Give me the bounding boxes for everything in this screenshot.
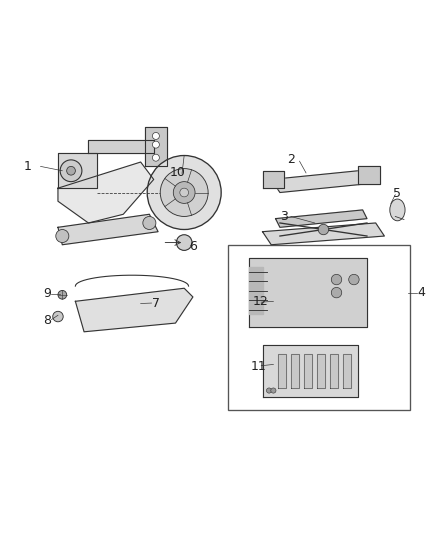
Polygon shape <box>262 345 358 397</box>
Text: 11: 11 <box>250 360 266 373</box>
Circle shape <box>349 274 359 285</box>
Circle shape <box>266 388 272 393</box>
Text: 8: 8 <box>43 313 51 327</box>
Polygon shape <box>262 171 284 188</box>
Polygon shape <box>250 258 367 327</box>
Circle shape <box>56 230 69 243</box>
Text: 12: 12 <box>252 295 268 308</box>
Circle shape <box>152 133 159 140</box>
Polygon shape <box>330 353 338 389</box>
Circle shape <box>143 216 156 230</box>
Circle shape <box>58 290 67 299</box>
Circle shape <box>177 235 192 251</box>
Text: 9: 9 <box>43 287 51 300</box>
Text: 4: 4 <box>417 286 425 299</box>
Text: 3: 3 <box>280 210 288 223</box>
Circle shape <box>60 160 82 182</box>
Circle shape <box>152 141 159 148</box>
Circle shape <box>147 156 221 230</box>
Circle shape <box>173 182 195 204</box>
Polygon shape <box>304 353 312 389</box>
Circle shape <box>67 166 75 175</box>
Text: 2: 2 <box>287 154 295 166</box>
Polygon shape <box>358 166 380 184</box>
Polygon shape <box>262 223 385 245</box>
Polygon shape <box>343 353 351 389</box>
Polygon shape <box>291 353 299 389</box>
Polygon shape <box>278 353 286 389</box>
Circle shape <box>318 224 328 235</box>
Polygon shape <box>317 353 325 389</box>
Circle shape <box>152 154 159 161</box>
Polygon shape <box>145 127 167 166</box>
Polygon shape <box>75 288 193 332</box>
Bar <box>228 245 410 410</box>
Ellipse shape <box>390 199 405 221</box>
Circle shape <box>271 388 276 393</box>
Circle shape <box>53 311 63 322</box>
Polygon shape <box>58 214 158 245</box>
Polygon shape <box>88 140 154 154</box>
Text: 6: 6 <box>189 240 197 253</box>
Text: 10: 10 <box>170 166 186 180</box>
Circle shape <box>331 274 342 285</box>
Text: 1: 1 <box>24 160 32 173</box>
Text: 7: 7 <box>152 297 160 310</box>
Polygon shape <box>58 154 97 188</box>
Polygon shape <box>58 162 154 223</box>
Circle shape <box>160 168 208 216</box>
Polygon shape <box>250 266 262 314</box>
Circle shape <box>180 188 188 197</box>
Polygon shape <box>276 210 367 228</box>
Text: 5: 5 <box>393 187 402 200</box>
Polygon shape <box>271 171 367 192</box>
Circle shape <box>331 287 342 298</box>
